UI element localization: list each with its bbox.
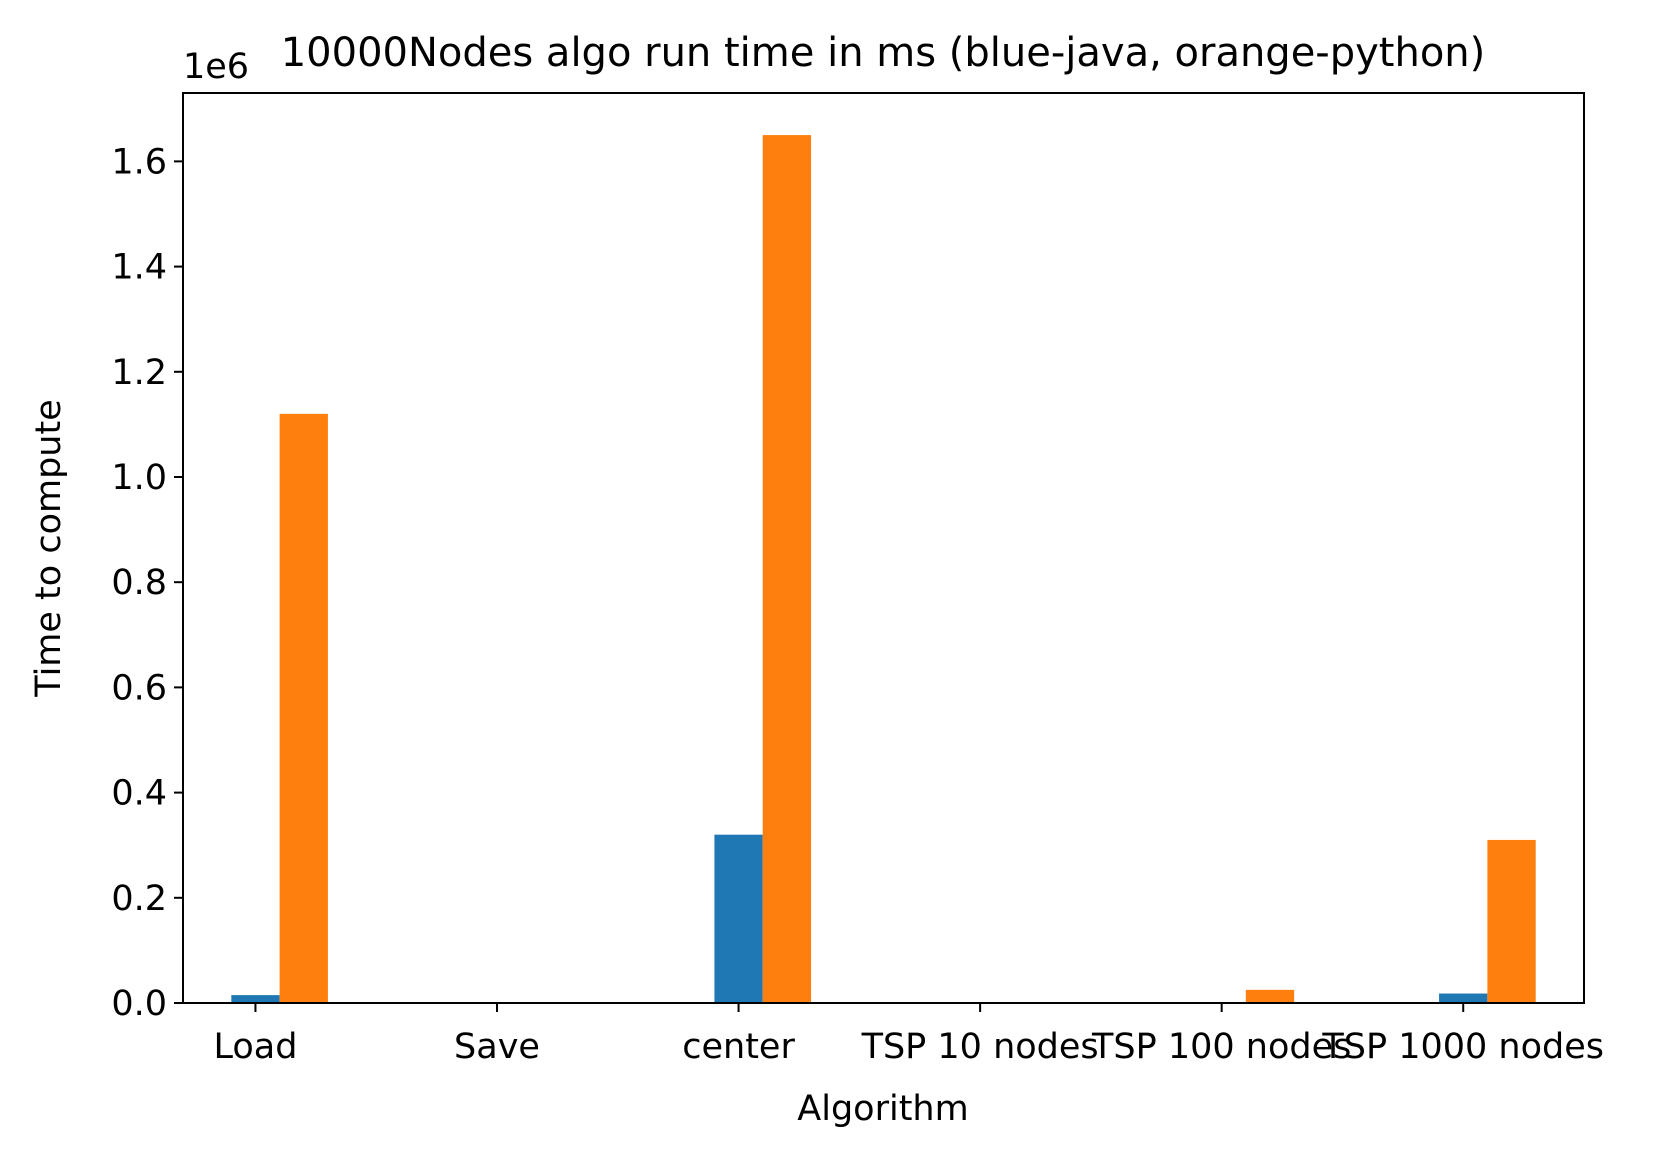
x-axis-label: Algorithm [797,1089,968,1129]
bar-load-series-2 [279,413,328,1003]
bar-tsp-1000-nodes-series-1 [1439,993,1488,1003]
y-tick-label: 0.8 [111,563,167,603]
plot-frame [182,92,1585,1004]
x-tick-label: center [682,1027,795,1067]
chart-title: 10000Nodes algo run time in ms (blue-jav… [281,30,1486,76]
y-tick-label: 0.2 [111,879,167,919]
x-tick-label: TSP 100 nodes [1091,1027,1351,1067]
bar-center-series-1 [714,834,763,1003]
y-axis-ticks: 0.0 0.2 0.4 0.6 0.8 1.0 1.2 1.4 1.6 [111,142,183,1024]
y-tick-label: 1.6 [111,142,167,182]
x-tick-label: TSP 10 nodes [861,1027,1099,1067]
bar-load-series-1 [231,995,280,1003]
bar-tsp-100-nodes-series-2 [1245,989,1295,1003]
y-tick-label: 1.0 [111,458,167,498]
x-tick-label: Load [213,1027,297,1067]
y-tick-label: 0.6 [111,668,167,708]
y-tick-label: 1.4 [111,248,167,288]
bars-group [231,135,1536,1003]
bar-tsp-1000-nodes-series-2 [1487,839,1536,1003]
y-tick-label: 1.2 [111,353,167,393]
y-tick-label: 0.0 [111,984,167,1024]
y-tick-label: 0.4 [111,774,167,814]
bar-center-series-2 [762,135,812,1003]
x-tick-label: TSP 1000 nodes [1321,1027,1604,1067]
x-tick-label: Save [454,1027,540,1067]
y-offset-label: 1e6 [183,47,249,87]
y-axis-label: Time to compute [29,399,69,697]
